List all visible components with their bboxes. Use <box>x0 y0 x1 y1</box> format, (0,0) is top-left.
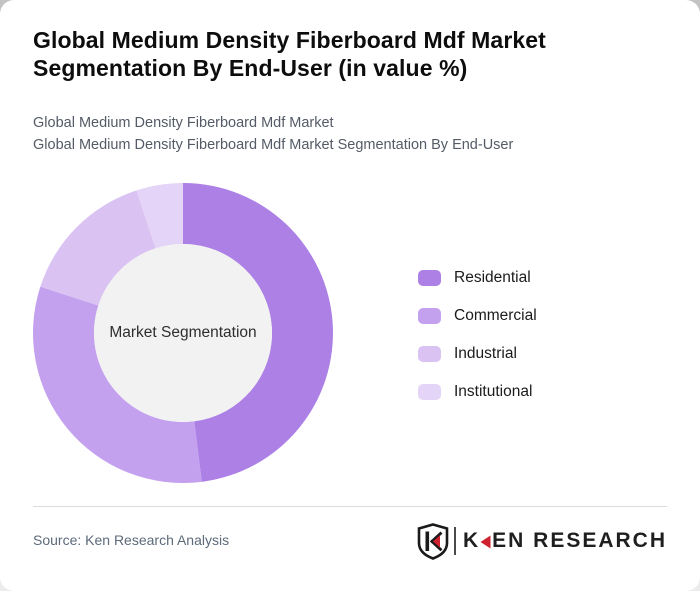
ken-research-shield-icon <box>417 522 449 560</box>
donut-segment-industrial[interactable] <box>40 190 156 306</box>
donut-segment-commercial[interactable] <box>33 286 202 483</box>
legend-item-commercial[interactable]: Commercial <box>418 307 537 324</box>
red-triangle-icon <box>480 535 491 548</box>
donut-chart: Market Segmentation <box>33 183 333 483</box>
logo-divider <box>453 527 456 555</box>
brand-wordmark: K EN RESEARCH <box>463 529 667 553</box>
subtitle-segmentation: Global Medium Density Fiberboard Mdf Mar… <box>33 137 514 153</box>
brand-letter-k: K <box>462 529 481 552</box>
source-note: Source: Ken Research Analysis <box>33 532 230 548</box>
ken-research-logo: K EN RESEARCH <box>417 522 667 560</box>
legend-label: Commercial <box>454 307 537 324</box>
legend-swatch-commercial <box>418 308 441 324</box>
legend-swatch-industrial <box>418 346 441 362</box>
chart-legend: Residential Commercial Industrial Instit… <box>418 269 537 422</box>
legend-label: Residential <box>454 269 531 286</box>
brand-rest: EN RESEARCH <box>492 529 667 552</box>
footer-divider <box>33 506 667 507</box>
subtitle-market: Global Medium Density Fiberboard Mdf Mar… <box>33 115 334 131</box>
legend-swatch-institutional <box>418 384 441 400</box>
donut-segment-institutional[interactable] <box>136 183 183 249</box>
legend-label: Institutional <box>454 383 533 400</box>
chart-subtitles: Global Medium Density Fiberboard Mdf Mar… <box>33 112 513 156</box>
legend-item-industrial[interactable]: Industrial <box>418 345 537 362</box>
legend-swatch-residential <box>418 270 441 286</box>
donut-center-circle <box>94 244 272 422</box>
legend-item-institutional[interactable]: Institutional <box>418 383 537 400</box>
donut-segment-residential[interactable] <box>183 183 333 482</box>
donut-svg <box>33 183 333 483</box>
page-title: Global Medium Density Fiberboard Mdf Mar… <box>33 27 546 81</box>
legend-label: Industrial <box>454 345 517 362</box>
legend-item-residential[interactable]: Residential <box>418 269 537 286</box>
